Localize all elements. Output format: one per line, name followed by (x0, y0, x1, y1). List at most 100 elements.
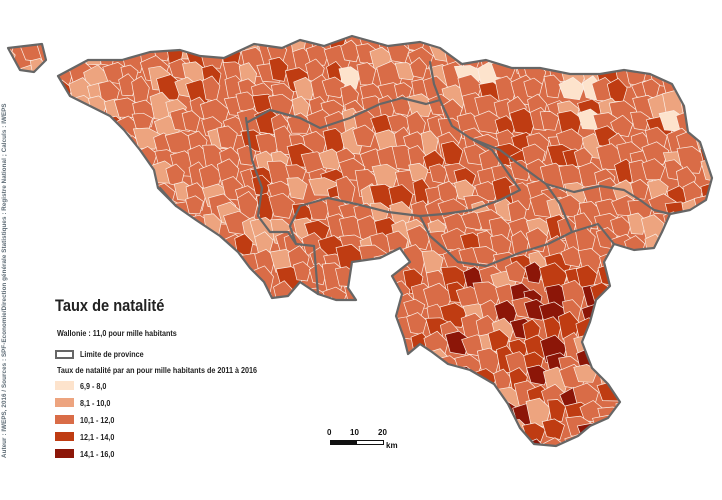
municipality-polygon (101, 194, 124, 223)
municipality-polygon (715, 65, 722, 87)
municipality-polygon (17, 332, 38, 353)
municipality-polygon (444, 421, 468, 446)
municipality-polygon (137, 215, 161, 235)
province-legend: Limite de province (55, 349, 154, 359)
municipality-polygon (30, 146, 56, 169)
municipality-polygon (422, 386, 446, 412)
municipality-polygon (257, 318, 287, 346)
municipality-polygon (47, 228, 76, 255)
municipality-polygon (104, 160, 127, 182)
legend-label: 6,9 - 8,0 (80, 380, 107, 391)
municipality-polygon (480, 36, 507, 55)
legend-classes: 6,9 - 8,0 8,1 - 10,0 10,1 - 12,0 12,1 - … (55, 381, 120, 466)
municipality-polygon (692, 301, 712, 325)
municipality-polygon (627, 459, 651, 485)
municipality-polygon (185, 396, 215, 426)
municipality-polygon (153, 211, 172, 234)
municipality-polygon (70, 231, 98, 257)
municipality-polygon (139, 382, 158, 411)
municipality-polygon (52, 113, 78, 141)
municipality-polygon (681, 36, 702, 54)
municipality-polygon (406, 402, 432, 433)
municipality-polygon (667, 297, 687, 324)
municipality-polygon (69, 182, 90, 210)
municipality-polygon (410, 422, 435, 445)
municipality-polygon (662, 419, 681, 441)
municipality-polygon (675, 335, 703, 361)
municipality-polygon (237, 416, 261, 438)
municipality-polygon (72, 38, 91, 63)
municipality-polygon (168, 456, 188, 485)
municipality-polygon (697, 286, 712, 311)
municipality-polygon (711, 215, 712, 243)
municipality-polygon (221, 418, 240, 446)
municipality-polygon (661, 354, 686, 377)
municipality-polygon (559, 43, 589, 76)
municipality-polygon (697, 78, 712, 109)
municipality-polygon (699, 210, 712, 235)
municipality-polygon (593, 36, 616, 53)
municipality-polygon (676, 385, 696, 407)
municipality-polygon (463, 417, 491, 442)
municipality-polygon (64, 217, 95, 241)
municipality-polygon (523, 77, 543, 100)
municipality-polygon (361, 318, 384, 342)
municipality-polygon (646, 284, 667, 313)
municipality-polygon (717, 297, 722, 324)
municipality-polygon (666, 386, 692, 417)
municipality-polygon (36, 335, 57, 361)
municipality-polygon (54, 36, 81, 56)
municipality-polygon (476, 399, 501, 420)
municipality-polygon (454, 399, 482, 423)
municipality-polygon (202, 75, 221, 102)
municipality-polygon (353, 380, 373, 407)
municipality-polygon (155, 436, 183, 446)
municipality-polygon (218, 277, 239, 304)
municipality-polygon (647, 370, 668, 394)
municipality-polygon (546, 36, 570, 59)
legend-heading: Taux de natalité par an pour mille habit… (57, 365, 258, 375)
municipality-polygon (153, 233, 178, 258)
municipality-polygon (70, 36, 91, 49)
municipality-polygon (17, 213, 36, 238)
municipality-polygon (54, 200, 77, 227)
scale-tick-label: 20 (378, 428, 387, 437)
municipality-polygon (426, 362, 453, 387)
municipality-polygon (474, 439, 496, 446)
municipality-polygon (51, 130, 75, 155)
municipality-polygon (19, 200, 44, 225)
municipality-polygon (251, 380, 279, 408)
municipality-polygon (376, 364, 401, 385)
municipality-polygon (693, 194, 712, 224)
municipality-polygon (105, 217, 128, 249)
municipality-polygon (84, 248, 103, 275)
municipality-polygon (609, 282, 630, 304)
municipality-polygon (666, 320, 692, 344)
municipality-polygon (628, 36, 658, 53)
municipality-polygon (648, 422, 670, 446)
municipality-polygon (477, 451, 500, 472)
municipality-polygon (443, 370, 465, 397)
municipality-polygon (377, 401, 400, 422)
municipality-polygon (695, 414, 712, 443)
municipality-polygon (410, 390, 436, 419)
municipality-polygon (50, 98, 72, 127)
municipality-polygon (115, 161, 144, 182)
municipality-polygon (440, 140, 464, 167)
municipality-polygon (581, 439, 606, 446)
municipality-polygon (106, 177, 128, 202)
municipality-polygon (53, 249, 73, 271)
municipality-polygon (139, 416, 169, 440)
municipality-polygon (663, 42, 693, 71)
municipality-polygon (165, 211, 187, 238)
municipality-polygon (524, 261, 543, 284)
municipality-polygon (541, 418, 565, 440)
municipality-polygon (702, 456, 722, 478)
municipality-polygon (286, 320, 317, 346)
municipality-polygon (700, 91, 712, 120)
municipality-polygon (700, 111, 712, 132)
municipality-polygon (267, 440, 295, 446)
municipality-polygon (286, 177, 308, 200)
municipality-polygon (708, 112, 712, 140)
